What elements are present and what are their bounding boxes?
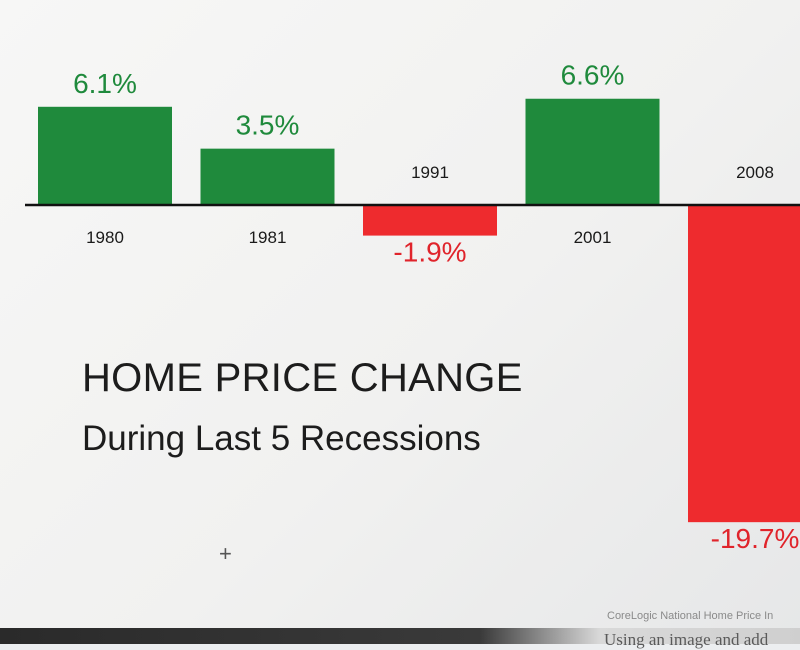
data-label-1991: -1.9%: [393, 237, 466, 268]
bar-1980: [38, 106, 172, 205]
source-note: CoreLogic National Home Price In: [607, 610, 774, 622]
bottom-strip: [0, 628, 800, 644]
bar-2001: [525, 98, 660, 205]
crosshair-cursor-icon: +: [219, 541, 232, 566]
category-label-1991: 1991: [411, 163, 449, 182]
data-label-2001: 6.6%: [561, 60, 625, 91]
data-label-2008: -19.7%: [711, 523, 800, 554]
bar-1991: [363, 205, 497, 236]
bar-1981: [200, 148, 335, 205]
chart-subtitle: During Last 5 Recessions: [82, 419, 481, 458]
category-label-2008: 2008: [736, 163, 774, 182]
cropped-caption: Using an image and add: [604, 630, 769, 649]
bar-2008: [688, 205, 800, 523]
data-label-1980: 6.1%: [73, 68, 137, 99]
data-label-1981: 3.5%: [236, 110, 300, 141]
category-label-1980: 1980: [86, 228, 124, 247]
chart-title: HOME PRICE CHANGE: [82, 356, 523, 400]
category-label-2001: 2001: [574, 228, 612, 247]
category-label-1981: 1981: [249, 228, 287, 247]
